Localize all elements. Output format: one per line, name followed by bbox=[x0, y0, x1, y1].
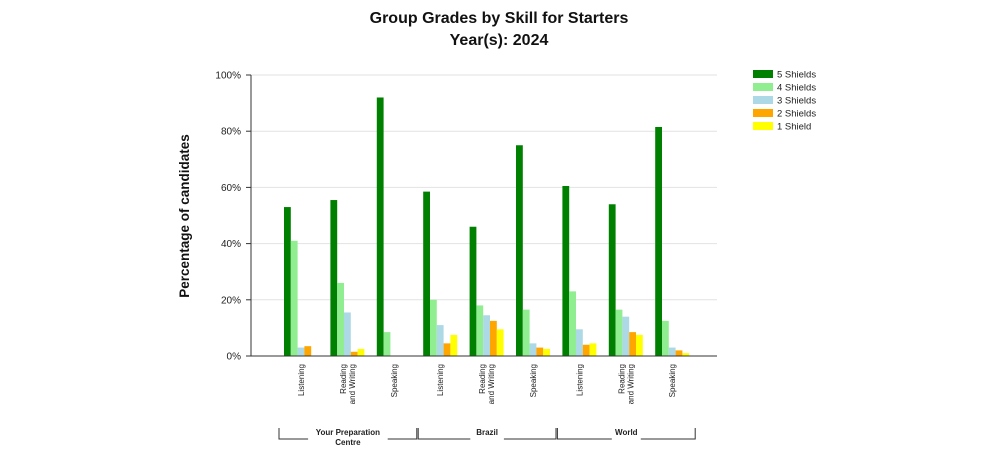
legend-label: 2 Shields bbox=[777, 109, 816, 120]
bars bbox=[284, 97, 690, 356]
category-label: Readingand Writing bbox=[617, 364, 635, 404]
bar bbox=[344, 312, 351, 356]
bar bbox=[682, 353, 690, 356]
bar bbox=[383, 332, 391, 356]
legend: 5 Shields 4 Shields 3 Shields 2 Shields 1 Sh… bbox=[753, 70, 816, 133]
bar bbox=[662, 320, 669, 356]
bar bbox=[490, 320, 497, 356]
legend-label: 1 Shield bbox=[777, 122, 811, 133]
bar bbox=[582, 344, 590, 356]
bar bbox=[668, 347, 676, 356]
bar bbox=[357, 348, 365, 356]
group-label-bg bbox=[470, 433, 504, 442]
bar bbox=[522, 309, 530, 356]
bar bbox=[636, 334, 643, 356]
group-labels: Your Preparation Centre Brazil World bbox=[278, 428, 696, 447]
grid-lines bbox=[251, 74, 717, 301]
bar bbox=[304, 346, 312, 356]
group-label: World bbox=[615, 428, 638, 437]
bar bbox=[450, 334, 458, 356]
bar bbox=[655, 126, 662, 356]
bar bbox=[629, 332, 636, 356]
chart-subtitle: Year(s): 2024 bbox=[450, 32, 549, 49]
legend-label: 4 Shields bbox=[777, 83, 816, 94]
bar bbox=[496, 329, 504, 356]
category-label: Readingand Writing bbox=[478, 364, 496, 404]
bar bbox=[330, 200, 338, 356]
legend-swatch bbox=[753, 122, 773, 130]
category-label: Readingand Writing bbox=[339, 364, 357, 404]
bar bbox=[529, 343, 537, 356]
category-label: Listening bbox=[436, 364, 445, 396]
bar bbox=[536, 347, 544, 356]
bar bbox=[469, 226, 477, 356]
legend-swatch bbox=[753, 109, 773, 117]
category-label: Listening bbox=[575, 364, 584, 396]
bar bbox=[290, 240, 298, 356]
legend-swatch bbox=[753, 83, 773, 91]
y-axis-label: Percentage of candidates bbox=[177, 134, 192, 298]
category-label: Listening bbox=[297, 364, 306, 396]
bar bbox=[476, 305, 484, 356]
bar bbox=[615, 309, 623, 356]
bar bbox=[436, 325, 444, 356]
chart-title: Group Grades by Skill for Starters bbox=[370, 10, 629, 27]
legend-swatch bbox=[753, 96, 773, 104]
category-labels: Listening Readingand Writing Speaking Liste… bbox=[297, 364, 677, 404]
bar bbox=[350, 351, 358, 356]
category-label: Speaking bbox=[529, 364, 538, 397]
y-tick-label: 40% bbox=[221, 239, 241, 250]
axes: 0% 20% 40% 60% 80% 100% bbox=[215, 71, 717, 363]
bar bbox=[430, 299, 437, 356]
legend-label: 3 Shields bbox=[777, 96, 816, 107]
legend-swatch bbox=[753, 70, 773, 78]
y-tick-label: 60% bbox=[221, 183, 241, 194]
bar bbox=[608, 204, 616, 356]
legend-label: 5 Shields bbox=[777, 70, 816, 81]
bar bbox=[543, 348, 550, 356]
bar bbox=[622, 316, 630, 356]
bar bbox=[376, 97, 384, 356]
category-label: Speaking bbox=[668, 364, 677, 397]
category-label: Speaking bbox=[390, 364, 399, 397]
bar bbox=[297, 347, 305, 356]
bar bbox=[675, 350, 683, 356]
bar bbox=[569, 291, 576, 356]
y-tick-label: 20% bbox=[221, 295, 241, 306]
bar bbox=[516, 145, 523, 356]
bar bbox=[576, 329, 583, 356]
bar bbox=[562, 185, 570, 356]
bar bbox=[284, 207, 291, 356]
group-label: Your Preparation Centre bbox=[316, 428, 380, 447]
group-label-bg bbox=[611, 433, 641, 442]
y-tick-label: 0% bbox=[227, 352, 242, 363]
bar bbox=[589, 343, 597, 356]
bar bbox=[443, 343, 451, 356]
y-tick-label: 80% bbox=[221, 127, 241, 138]
group-label: Brazil bbox=[476, 428, 498, 437]
group-label-bg bbox=[308, 433, 388, 442]
y-tick-label: 100% bbox=[215, 71, 241, 82]
bar bbox=[483, 315, 490, 356]
bar bbox=[337, 282, 344, 356]
bar bbox=[423, 191, 430, 356]
